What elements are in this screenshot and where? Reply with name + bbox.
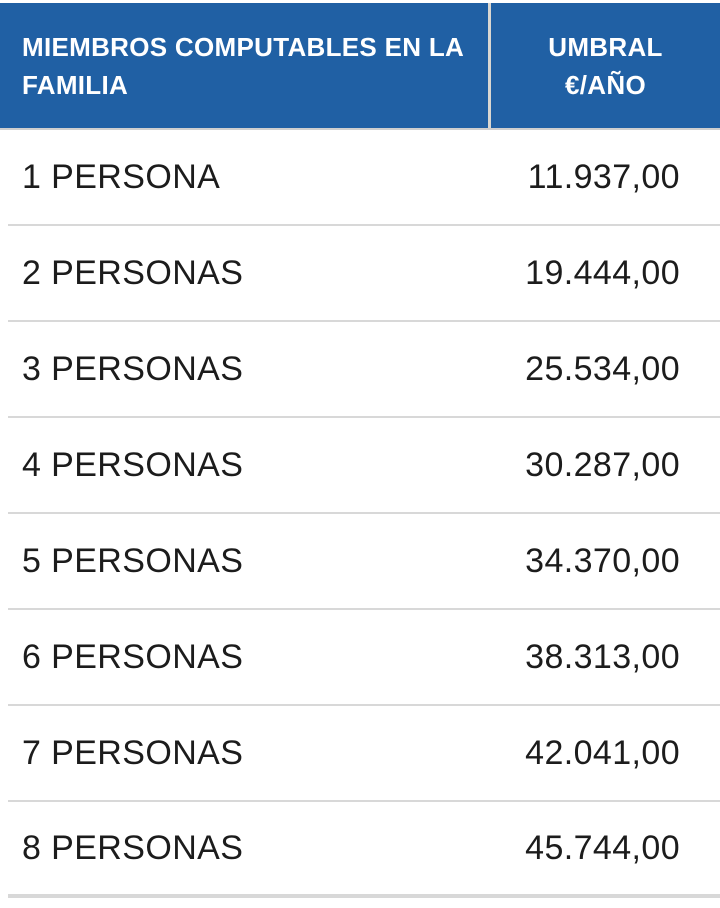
income-threshold-table: MIEMBROS COMPUTABLES EN LA FAMILIA UMBRA… xyxy=(0,3,720,898)
family-members-cell: 4 PERSONAS xyxy=(22,445,244,484)
header-threshold-label-line1: UMBRAL xyxy=(548,31,663,62)
family-members-cell: 7 PERSONAS xyxy=(22,733,244,772)
threshold-value-cell: 30.287,00 xyxy=(525,445,680,484)
header-cell-family-members: MIEMBROS COMPUTABLES EN LA FAMILIA xyxy=(0,3,488,128)
family-members-cell: 6 PERSONAS xyxy=(22,637,244,676)
threshold-value-cell: 11.937,00 xyxy=(527,157,680,196)
table-row: 6 PERSONAS 38.313,00 xyxy=(8,610,720,706)
table-row: 7 PERSONAS 42.041,00 xyxy=(8,706,720,802)
family-members-cell: 8 PERSONAS xyxy=(22,828,244,867)
threshold-value-cell: 34.370,00 xyxy=(525,541,680,580)
family-members-cell: 2 PERSONAS xyxy=(22,253,244,292)
header-family-members-label: MIEMBROS COMPUTABLES EN LA FAMILIA xyxy=(22,31,464,100)
header-threshold-label-line2: €/AÑO xyxy=(565,69,646,100)
table-row: 4 PERSONAS 30.287,00 xyxy=(8,418,720,514)
threshold-value-cell: 42.041,00 xyxy=(525,733,680,772)
table-row: 1 PERSONA 11.937,00 xyxy=(8,130,720,226)
table-row: 3 PERSONAS 25.534,00 xyxy=(8,322,720,418)
threshold-value-cell: 25.534,00 xyxy=(525,349,680,388)
family-members-cell: 5 PERSONAS xyxy=(22,541,244,580)
header-cell-threshold: UMBRAL €/AÑO xyxy=(491,3,720,128)
table-row: 5 PERSONAS 34.370,00 xyxy=(8,514,720,610)
table-header-row: MIEMBROS COMPUTABLES EN LA FAMILIA UMBRA… xyxy=(0,3,720,130)
family-members-cell: 3 PERSONAS xyxy=(22,349,244,388)
threshold-value-cell: 19.444,00 xyxy=(525,253,680,292)
table-row: 2 PERSONAS 19.444,00 xyxy=(8,226,720,322)
family-members-cell: 1 PERSONA xyxy=(22,157,221,196)
table-row: 8 PERSONAS 45.744,00 xyxy=(8,802,720,898)
threshold-value-cell: 38.313,00 xyxy=(525,637,680,676)
table-body: 1 PERSONA 11.937,00 2 PERSONAS 19.444,00 3 P… xyxy=(0,130,720,898)
threshold-value-cell: 45.744,00 xyxy=(525,828,680,867)
header-column-divider xyxy=(488,3,491,128)
